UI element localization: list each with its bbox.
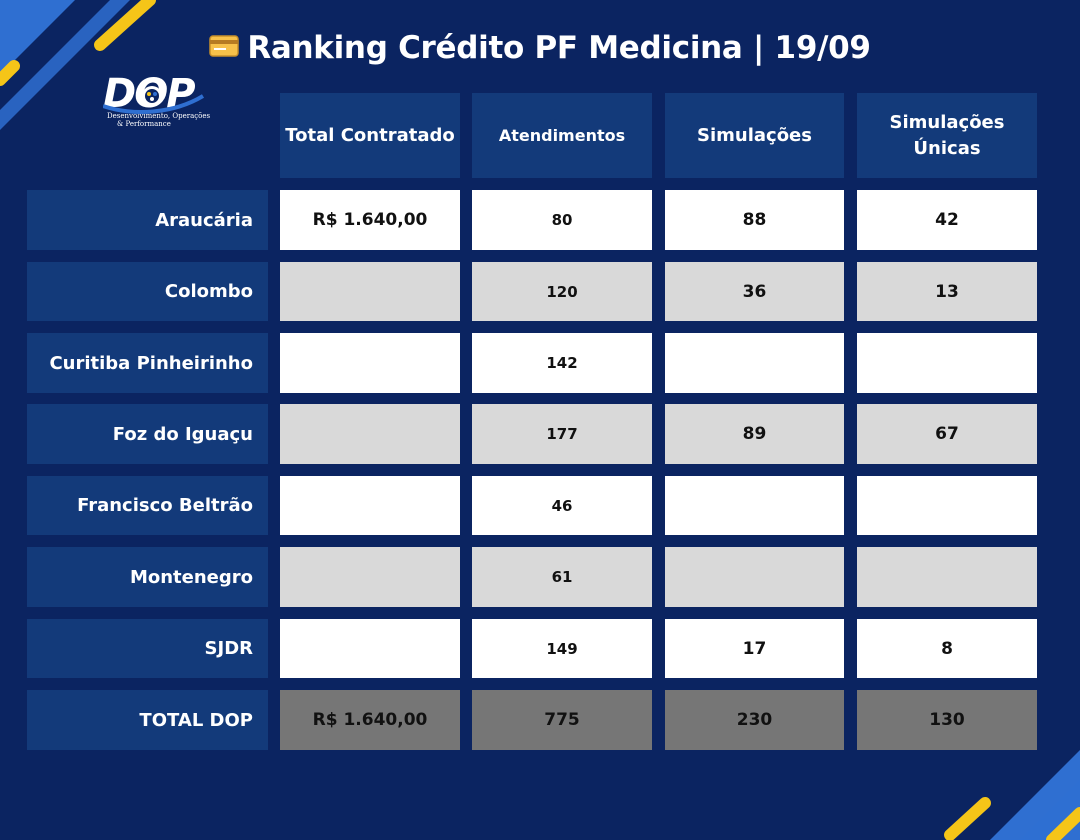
total-total-contratado: R$ 1.640,00: [280, 690, 460, 750]
total-atendimentos: 775: [472, 690, 652, 750]
row-label-colombo: Colombo: [27, 262, 268, 321]
cell-simulacoes-unicas: [857, 547, 1037, 607]
bottom-right-decoration: [944, 750, 1080, 840]
cell-total-contratado: [280, 619, 460, 678]
row-label-araucaria: Araucária: [27, 190, 268, 250]
credit-card-icon: [209, 29, 240, 65]
header-atendimentos: Atendimentos: [472, 93, 652, 178]
total-simulacoes: 230: [665, 690, 844, 750]
header-simulacoes-unicas: Simulações Únicas: [857, 93, 1037, 178]
logo-swoosh-icon: [103, 86, 205, 114]
cell-atendimentos: 149: [472, 619, 652, 678]
cell-total-contratado: [280, 404, 460, 464]
row-label-sjdr: SJDR: [27, 619, 268, 678]
header-total-contratado: Total Contratado: [280, 93, 460, 178]
row-label-foz-do-iguacu: Foz do Iguaçu: [27, 404, 268, 464]
cell-total-contratado: [280, 262, 460, 321]
cell-simulacoes: [665, 476, 844, 535]
cell-atendimentos: 120: [472, 262, 652, 321]
logo-subtitle-line2: & Performance: [117, 120, 171, 128]
cell-atendimentos: 177: [472, 404, 652, 464]
cell-total-contratado: [280, 547, 460, 607]
row-label-francisco-beltrao: Francisco Beltrão: [27, 476, 268, 535]
cell-atendimentos: 46: [472, 476, 652, 535]
cell-simulacoes: 89: [665, 404, 844, 464]
header-simulacoes: Simulações: [665, 93, 844, 178]
cell-simulacoes: 36: [665, 262, 844, 321]
row-label-curitiba-pinheirinho: Curitiba Pinheirinho: [27, 333, 268, 393]
page-title: Ranking Crédito PF Medicina | 19/09: [0, 30, 1080, 66]
dop-logo: DOP Desenvolvimento, Operações & Perform…: [103, 74, 213, 136]
cell-atendimentos: 80: [472, 190, 652, 250]
cell-simulacoes-unicas: 8: [857, 619, 1037, 678]
cell-simulacoes-unicas: 42: [857, 190, 1037, 250]
cell-simulacoes-unicas: [857, 333, 1037, 393]
total-simulacoes-unicas: 130: [857, 690, 1037, 750]
cell-atendimentos: 61: [472, 547, 652, 607]
cell-total-contratado: [280, 333, 460, 393]
top-left-decoration: [0, 0, 156, 130]
cell-simulacoes-unicas: [857, 476, 1037, 535]
cell-total-contratado: [280, 476, 460, 535]
cell-total-contratado: R$ 1.640,00: [280, 190, 460, 250]
logo-subtitle-line1: Desenvolvimento, Operações: [107, 112, 211, 120]
cell-simulacoes-unicas: 13: [857, 262, 1037, 321]
page-title-text: Ranking Crédito PF Medicina | 19/09: [247, 30, 871, 66]
cell-atendimentos: 142: [472, 333, 652, 393]
cell-simulacoes: [665, 333, 844, 393]
cell-simulacoes-unicas: 67: [857, 404, 1037, 464]
row-label-montenegro: Montenegro: [27, 547, 268, 607]
cell-simulacoes: 17: [665, 619, 844, 678]
cell-simulacoes: 88: [665, 190, 844, 250]
row-label-total-dop: TOTAL DOP: [27, 690, 268, 750]
cell-simulacoes: [665, 547, 844, 607]
